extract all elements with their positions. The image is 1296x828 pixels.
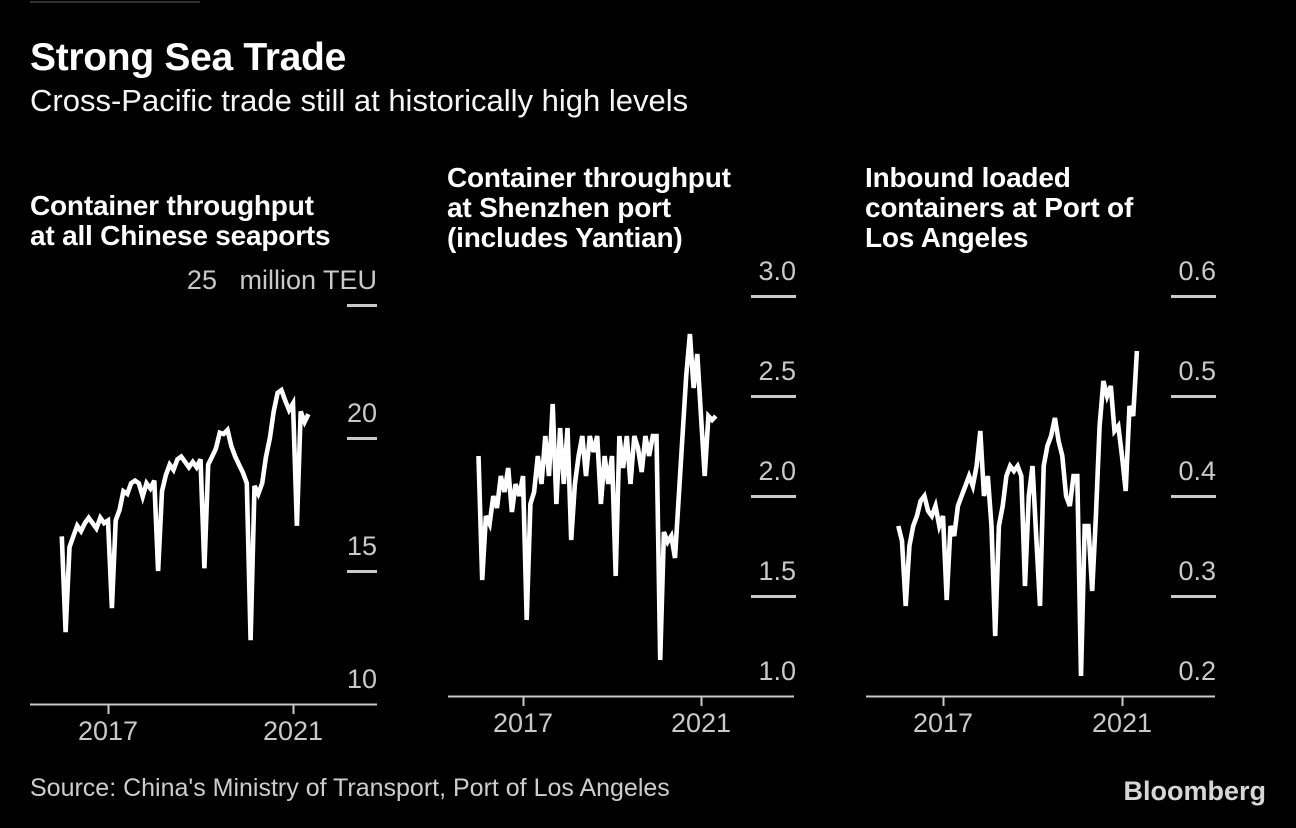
y-axis-tick-label: 1.5 [758,556,796,586]
y-axis-tick-label: 20 [346,398,377,428]
y-axis-tick-label: 3.0 [758,256,796,286]
top-rule [30,1,200,3]
y-axis-tick-label: 0.6 [1178,256,1216,286]
x-axis-tick-label: 2021 [262,716,324,746]
panel-title-china-seaports: Container throughput at all Chinese seap… [30,190,331,251]
y-axis-tick-label: 2.5 [758,356,796,386]
y-axis-tick-label: 1.0 [758,656,796,686]
y-axis-tick-label: 0.3 [1178,556,1216,586]
source-note: Source: China's Ministry of Transport, P… [30,774,670,802]
y-axis-tick-label: 0.2 [1178,656,1216,686]
page-subtitle: Cross-Pacific trade still at historicall… [30,83,689,118]
y-axis-tick-label: 0.5 [1178,356,1216,386]
x-axis-tick-label: 2017 [912,708,974,738]
y-axis-tick-label: 2.0 [758,456,796,486]
y-axis-tick-label: 15 [346,531,377,561]
series-line-2 [896,350,1140,677]
y-axis-tick-label: 25 million TEU [186,265,377,295]
series-line-1 [476,333,718,661]
y-axis-tick-label: 0.4 [1178,456,1216,486]
page-title: Strong Sea Trade [30,36,346,79]
x-axis-tick-label: 2017 [492,708,554,738]
series-line-0 [59,386,311,641]
panel-title-shenzhen-port: Container throughput at Shenzhen port (i… [447,162,731,253]
panel-title-port-los-angeles: Inbound loaded containers at Port of Los… [865,162,1134,253]
x-axis-tick-label: 2021 [670,708,732,738]
y-axis-tick-label: 10 [346,664,377,694]
x-axis-tick-label: 2021 [1091,708,1153,738]
x-axis-tick-label: 2017 [77,716,139,746]
bloomberg-logo: Bloomberg [1123,776,1266,806]
